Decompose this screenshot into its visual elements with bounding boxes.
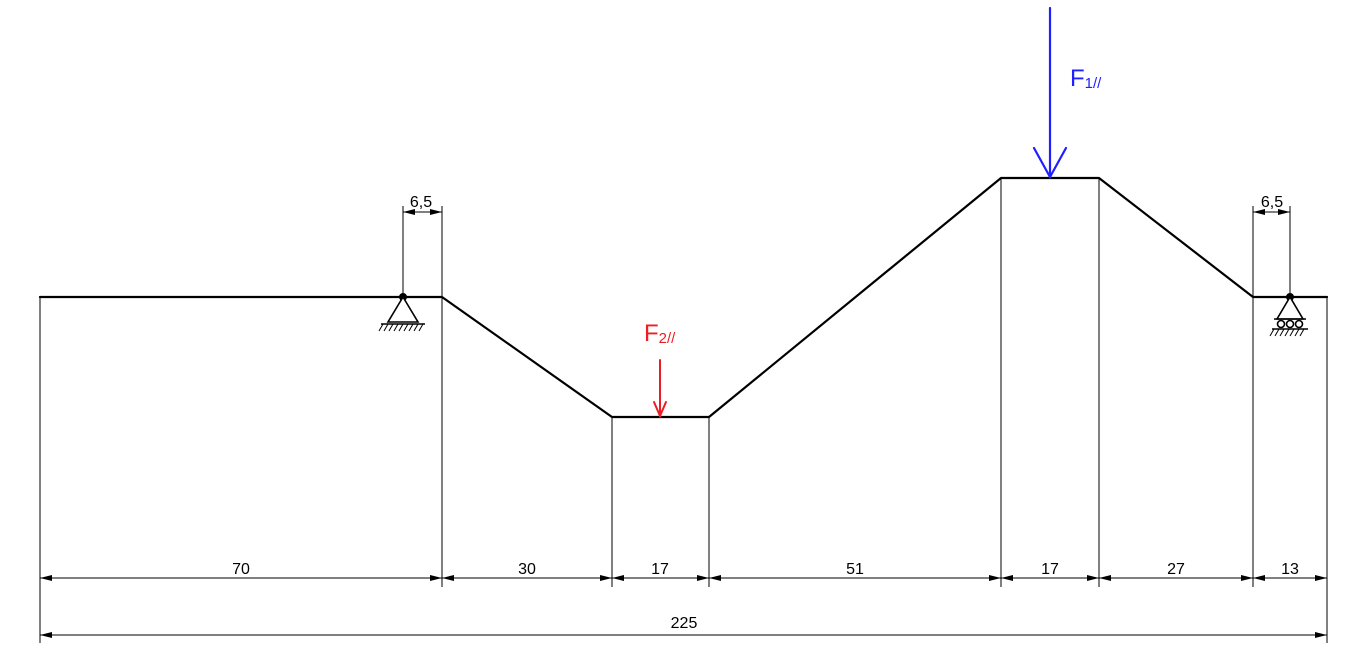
pin-support-left: [378, 292, 425, 332]
force-f2-label: F2//: [644, 320, 676, 347]
dim-arrowhead: [1253, 209, 1265, 215]
support-triangle: [386, 295, 420, 323]
dim-arrowhead: [612, 575, 624, 581]
beam-profile: [38, 176, 1329, 419]
force-f1-head: [1032, 146, 1068, 180]
dim-arrowhead: [1278, 209, 1290, 215]
dim-30: 30: [518, 561, 536, 578]
dim-arrowhead: [1241, 575, 1253, 581]
ground-hatch: [378, 323, 424, 332]
dim-arrowhead: [403, 209, 415, 215]
dim-51: 51: [846, 561, 864, 578]
roller-wheel: [1294, 319, 1304, 329]
dim-225: 225: [671, 615, 698, 632]
dim-arrowhead: [1099, 575, 1111, 581]
dim-arrowhead: [1087, 575, 1099, 581]
dim-arrowhead: [430, 209, 442, 215]
dim-13: 13: [1281, 561, 1299, 578]
roller-wheel: [1285, 319, 1295, 329]
beam-axis-line: [38, 176, 1329, 419]
dimension-lines: [40, 209, 1327, 638]
dim-arrowhead: [40, 575, 52, 581]
dim-arrowhead: [600, 575, 612, 581]
force-f1-main: F: [1070, 65, 1085, 92]
dim-27: 27: [1167, 561, 1185, 578]
dim-offset-left: 6,5: [410, 194, 432, 211]
dim-arrowhead: [40, 632, 52, 638]
dim-arrows: [403, 209, 1290, 215]
dim-arrowhead: [989, 575, 1001, 581]
dim-arrowhead: [1315, 632, 1327, 638]
force-f2-main: F: [644, 320, 659, 347]
dim-arrowhead: [1315, 575, 1327, 581]
force-f1-arrow: [1032, 6, 1068, 180]
force-f2-sub: 2//: [659, 330, 677, 347]
dim-arrows: [40, 575, 1327, 581]
extension-lines: [39, 178, 1328, 643]
dim-arrowhead: [697, 575, 709, 581]
force-f2-head: [653, 401, 667, 419]
force-f1-label: F1//: [1070, 65, 1102, 92]
dim-17a: 17: [651, 561, 669, 578]
dimension-texts: 70 30 17 51 17 27 13 225 6,5 6,5: [232, 194, 1299, 632]
dim-17b: 17: [1041, 561, 1059, 578]
dim-arrowhead: [1001, 575, 1013, 581]
support-triangle: [1275, 295, 1305, 320]
force-f2-arrow: [653, 359, 667, 419]
roller-wheel: [1276, 319, 1286, 329]
dim-arrowhead: [709, 575, 721, 581]
dim-arrowhead: [430, 575, 442, 581]
dim-offset-right: 6,5: [1261, 194, 1283, 211]
dim-70: 70: [232, 561, 250, 578]
dim-arrowhead: [442, 575, 454, 581]
dim-arrows: [40, 632, 1327, 638]
force-f1-sub: 1//: [1085, 75, 1103, 92]
ground-hatch: [1269, 328, 1305, 337]
roller-support-right: [1269, 292, 1308, 337]
dim-arrowhead: [1253, 575, 1265, 581]
